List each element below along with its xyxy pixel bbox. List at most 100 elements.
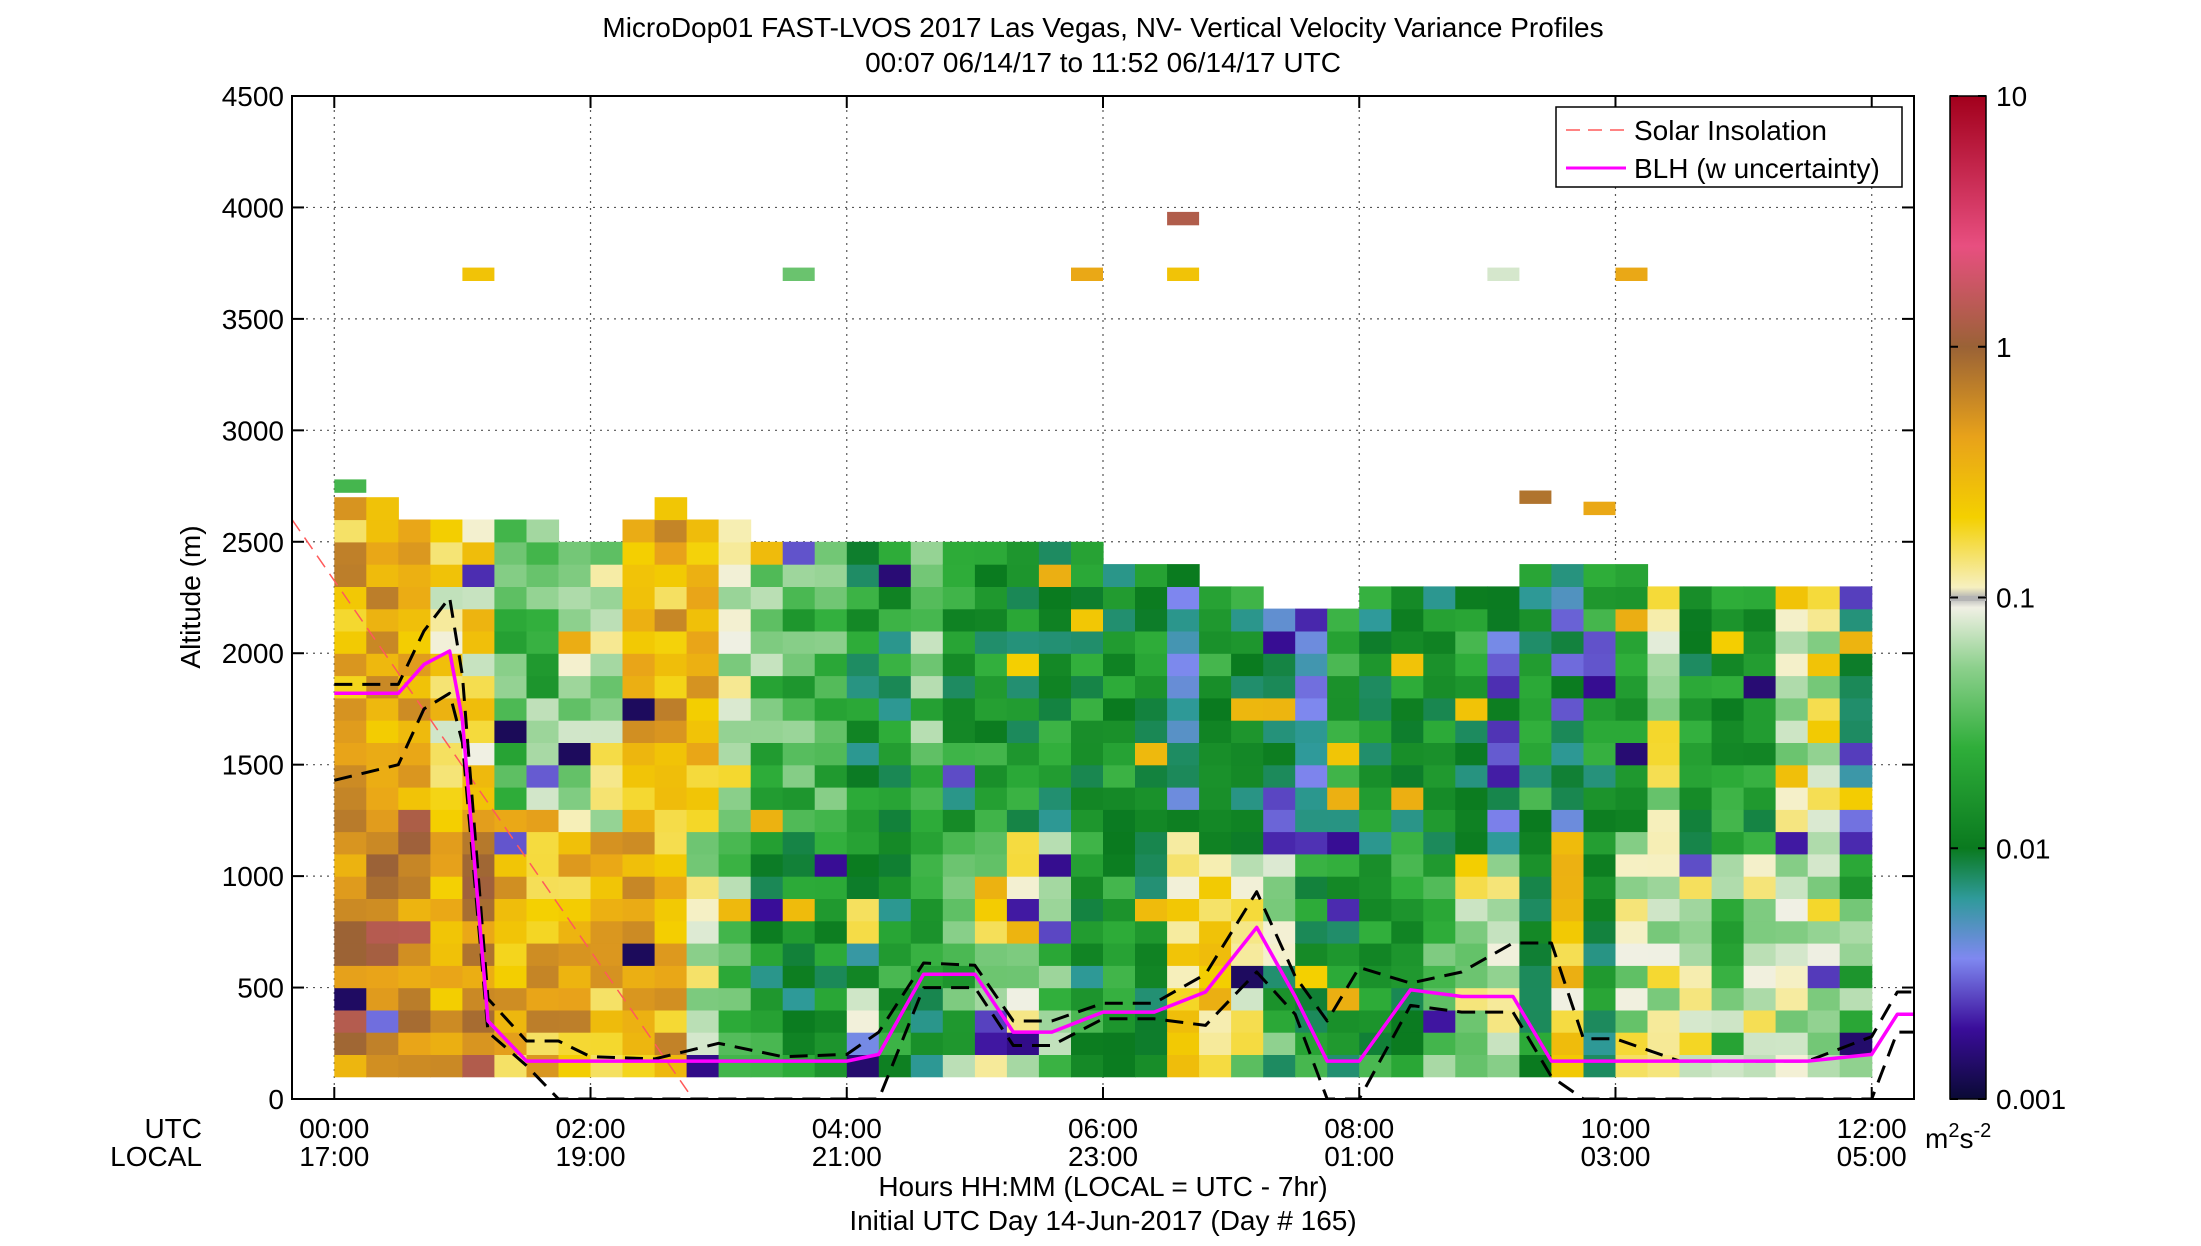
variance-cell [846, 742, 880, 766]
variance-cell [1423, 675, 1456, 699]
variance-cell [782, 564, 816, 587]
variance-cell [1583, 965, 1617, 989]
variance-cell [814, 564, 848, 587]
variance-cell [1167, 697, 1200, 721]
variance-cell [942, 630, 976, 654]
variance-cell [1263, 697, 1296, 721]
x-tick-label-local: 19:00 [555, 1141, 625, 1172]
variance-cell [1135, 653, 1168, 677]
variance-cell [1038, 608, 1072, 632]
variance-cell [1679, 586, 1713, 610]
variance-cell [1167, 943, 1200, 966]
variance-cell [462, 943, 495, 966]
variance-cell [1199, 809, 1232, 833]
variance-cell [494, 943, 527, 966]
variance-cell [1455, 853, 1488, 877]
variance-cell [1231, 653, 1264, 677]
variance-cell [366, 809, 399, 833]
variance-cell [1647, 987, 1681, 1011]
variance-cell [1775, 831, 1809, 855]
variance-cell [1743, 1009, 1777, 1033]
colorbar-tick-label: 0.1 [1996, 583, 2035, 614]
variance-cell [1583, 697, 1617, 721]
variance-cell [718, 764, 752, 788]
variance-cell [1135, 720, 1168, 743]
variance-cell [1167, 876, 1200, 899]
variance-cell [1711, 809, 1745, 833]
variance-cell [1423, 1032, 1456, 1055]
variance-cell [750, 1054, 784, 1078]
variance-cell [1583, 742, 1617, 766]
variance-cell [1199, 943, 1232, 966]
variance-cell [1487, 831, 1520, 855]
blh-line [334, 649, 1914, 1063]
variance-cell [1391, 630, 1424, 654]
variance-cell [1359, 608, 1392, 632]
variance-cell [750, 608, 784, 632]
variance-cell [1295, 675, 1328, 699]
variance-cell [398, 1032, 431, 1055]
variance-cell [590, 787, 624, 810]
variance-cell [558, 1032, 592, 1055]
variance-cell [750, 831, 784, 855]
variance-cell [334, 497, 367, 521]
x-tick-label-utc: 08:00 [1324, 1113, 1394, 1144]
variance-cell [398, 608, 431, 632]
variance-cell [942, 720, 976, 743]
variance-cell [1551, 898, 1584, 922]
variance-cell [1231, 898, 1264, 922]
variance-cell [1487, 943, 1520, 966]
variance-cell [1487, 630, 1520, 654]
variance-cell [1647, 943, 1681, 966]
variance-cell [782, 943, 816, 966]
variance-cell [366, 987, 399, 1011]
variance-cell [1231, 965, 1264, 989]
variance-cell [1519, 831, 1552, 855]
variance-cell [750, 853, 784, 877]
variance-cell [1519, 586, 1552, 610]
variance-cell [910, 831, 944, 855]
variance-cell [1231, 697, 1264, 721]
variance-cell [1743, 1054, 1777, 1078]
variance-cell [846, 653, 880, 677]
variance-cell [622, 876, 656, 899]
variance-cell [1647, 764, 1681, 788]
y-tick-label: 2000 [222, 638, 284, 669]
variance-cell [654, 564, 688, 587]
variance-cell [1679, 1032, 1713, 1055]
variance-cell [1455, 675, 1488, 699]
variance-cell [750, 541, 784, 565]
variance-cell [1071, 876, 1104, 899]
variance-cell [590, 853, 624, 877]
variance-cell [1038, 1054, 1072, 1078]
variance-cell [558, 564, 592, 587]
colorbar-unit-sup2: -2 [1973, 1120, 1991, 1142]
variance-cell [942, 653, 976, 677]
variance-cell [1391, 608, 1424, 632]
variance-cell [590, 965, 624, 989]
variance-cell [1455, 653, 1488, 677]
variance-cell [686, 630, 720, 654]
variance-cell [1231, 1009, 1264, 1033]
variance-cell [1551, 742, 1584, 766]
variance-cell [1455, 1054, 1488, 1078]
variance-cell [1711, 1054, 1745, 1078]
variance-cell [398, 519, 431, 543]
variance-cell [526, 653, 560, 677]
variance-cell [750, 987, 784, 1011]
variance-cell [1615, 898, 1649, 922]
variance-cell [1647, 1032, 1681, 1055]
variance-cell [1359, 987, 1392, 1011]
variance-cell [1551, 831, 1584, 855]
variance-cell [782, 853, 816, 877]
variance-cell [430, 541, 463, 565]
variance-cell [1679, 1009, 1713, 1033]
variance-cell [1167, 853, 1200, 877]
variance-cell [910, 586, 944, 610]
variance-cell [1391, 675, 1424, 699]
isolated-variance-cell [1487, 267, 1520, 281]
variance-cell [494, 853, 527, 877]
variance-cell [1615, 965, 1649, 989]
variance-cell [846, 764, 880, 788]
variance-cell [878, 898, 912, 922]
